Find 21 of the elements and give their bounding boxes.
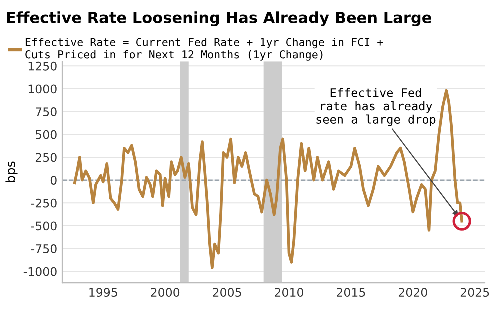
y-tick-label: 500: [36, 130, 57, 140]
x-tick-label: 1995: [90, 288, 118, 298]
y-tick-label: 250: [36, 153, 57, 162]
legend-label: Effective Rate = Current Fed Rate + 1yr Change in FCI + Cuts Priced in for Next 12 Months (1yr Change): [26, 38, 384, 61]
y-tick-label: 750: [36, 108, 57, 116]
x-tick-label: 2020: [398, 288, 428, 298]
x-tick-label: 2000: [151, 288, 180, 298]
annotation: Effective Fed rate has already seen a large drop: [316, 88, 436, 126]
x-tick-label: 2015: [337, 288, 366, 298]
y-tick-label: -500: [31, 222, 57, 231]
y-axis-title: bps: [6, 162, 18, 182]
chart-title: Effective Rate Loosening Has Already Been Large: [7, 12, 432, 27]
y-tick-label: -750: [31, 244, 57, 254]
x-tick-label: 2025: [460, 288, 490, 298]
y-tick-label: -1000: [24, 267, 57, 276]
y-tick-label: 0: [50, 176, 57, 185]
x-tick-label: 2005: [213, 288, 242, 298]
y-tick-label: 1250: [28, 62, 57, 71]
y-tick-label: -250: [31, 198, 57, 208]
y-tick-label: 1000: [28, 84, 57, 94]
x-tick-label: 2010: [275, 288, 304, 298]
